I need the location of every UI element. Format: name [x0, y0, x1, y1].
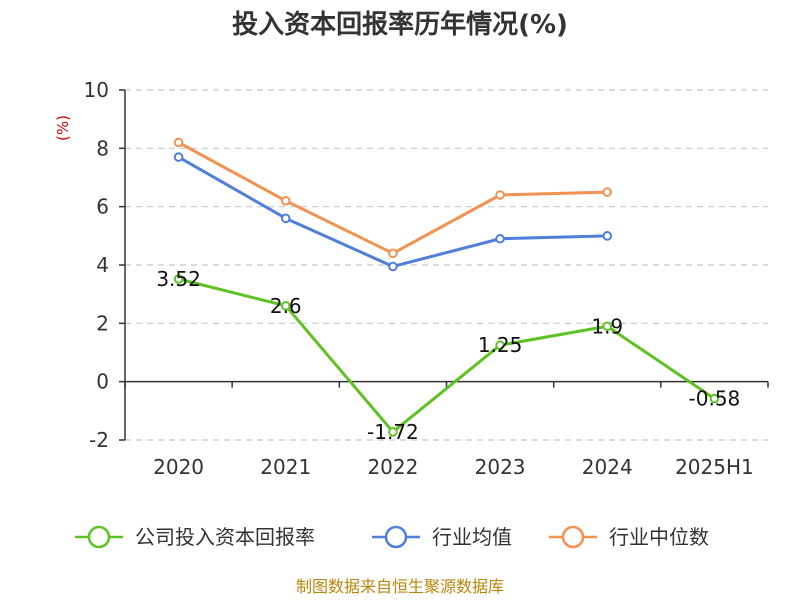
series-line	[178, 277, 716, 434]
legend-marker	[87, 525, 111, 549]
data-point	[388, 427, 398, 437]
data-point	[173, 152, 184, 162]
data-label: -1.72	[367, 420, 419, 444]
legend-item-1[interactable]: 公司投入资本回报率	[75, 525, 315, 549]
legend-marker	[561, 525, 585, 549]
series-group	[173, 137, 720, 437]
x-tick-label: 2022	[367, 455, 418, 479]
legend-item-2[interactable]: 行业均值	[372, 525, 512, 549]
data-label: 1.9	[591, 314, 623, 338]
data-point	[709, 393, 720, 404]
data-point	[495, 233, 505, 244]
legend-label: 行业均值	[432, 525, 512, 549]
y-tick-label: 4	[96, 253, 109, 277]
legend-label: 行业中位数	[609, 525, 709, 549]
y-tick-labels: -2 0 2 4 6 8 10	[84, 78, 109, 452]
axes	[119, 89, 769, 441]
chart-title: 投入资本回报率历年情况(%)	[232, 9, 568, 40]
data-point	[280, 213, 291, 224]
x-tick-label: 2025H1	[675, 455, 754, 479]
y-tick-label: 6	[96, 195, 109, 219]
data-point	[495, 340, 505, 351]
data-label: 2.6	[270, 294, 302, 318]
data-point	[173, 137, 184, 148]
y-tick-label: 8	[96, 136, 109, 160]
y-tick-label: 10	[84, 78, 109, 102]
data-point	[388, 261, 398, 272]
series-1	[173, 274, 720, 437]
data-point	[280, 196, 291, 206]
series-3	[173, 137, 613, 259]
data-point	[602, 187, 613, 197]
x-tick-label: 2023	[475, 455, 526, 479]
y-tick-label: -2	[89, 428, 109, 452]
data-point	[495, 190, 505, 200]
legend-item-3[interactable]: 行业中位数	[549, 525, 709, 549]
data-label: 1.25	[478, 333, 523, 357]
data-labels: 3.52 2.6 -1.72 1.25 1.9 -0.58	[156, 267, 740, 444]
data-point	[173, 274, 184, 284]
grid-lines	[125, 89, 768, 441]
legend-label: 公司投入资本回报率	[135, 525, 315, 549]
series-2	[173, 152, 613, 272]
x-tick-labels: 2020 2021 2022 2023 2024 2025H1	[153, 455, 754, 479]
data-point	[388, 248, 398, 259]
y-tick-label: 2	[96, 311, 109, 335]
legend-marker	[384, 525, 408, 549]
y-tick-label: 0	[96, 370, 109, 394]
x-tick-label: 2020	[153, 455, 204, 479]
data-label: 3.52	[156, 267, 201, 291]
x-tick-label: 2021	[260, 455, 311, 479]
data-point	[602, 231, 613, 241]
x-tick-label: 2024	[582, 455, 633, 479]
data-point	[602, 321, 613, 332]
y-axis-unit-label: (%)	[54, 115, 72, 141]
source-note: 制图数据来自恒生聚源数据库	[296, 577, 504, 596]
data-label: -0.58	[689, 387, 741, 411]
legend: 公司投入资本回报率 行业均值 行业中位数	[75, 525, 709, 549]
data-point	[280, 301, 291, 311]
